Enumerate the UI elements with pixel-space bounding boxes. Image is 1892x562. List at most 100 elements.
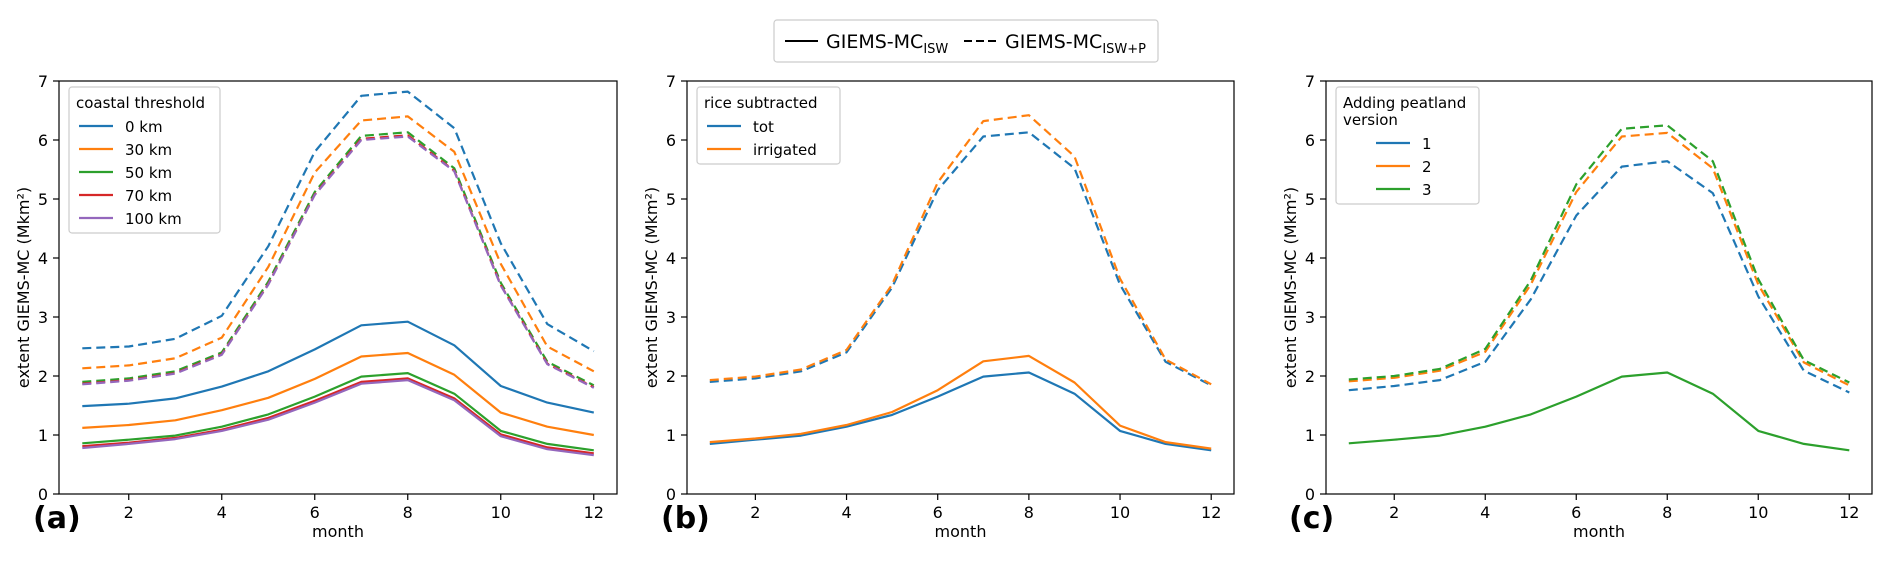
x-tick-label: 4 (217, 503, 227, 522)
y-tick-label: 3 (38, 308, 48, 327)
x-tick-label: 2 (124, 503, 134, 522)
x-tick-label: 2 (1389, 503, 1399, 522)
y-tick-label: 1 (38, 426, 48, 445)
top-legend: GIEMS-MCISW GIEMS-MCISW+P (773, 19, 1159, 63)
legend-entry-label: 1 (1422, 135, 1432, 153)
x-tick-label: 12 (1201, 503, 1221, 522)
legend-title: Adding peatland (1343, 94, 1466, 112)
y-tick-label: 6 (1305, 131, 1315, 150)
series-line-50-km-isw-p (82, 131, 595, 387)
y-axis-label: extent GIEMS-MC (Mkm²) (642, 187, 661, 388)
y-tick-label: 7 (1305, 72, 1315, 91)
x-axis-label: month (1573, 522, 1625, 541)
y-tick-label: 6 (666, 131, 676, 150)
x-tick-label: 6 (310, 503, 320, 522)
series-line-isw (1348, 371, 1850, 452)
y-tick-label: 1 (666, 426, 676, 445)
legend: rice subtracted tot irrigated (696, 86, 841, 165)
x-tick-label: 10 (1110, 503, 1130, 522)
series-line-0-km-isw (82, 320, 595, 414)
y-tick-label: 3 (1305, 308, 1315, 327)
legend-title: version (1343, 111, 1398, 129)
series-line-0-km-isw-p (82, 90, 595, 353)
legend-solid-label: GIEMS-MCISW (826, 31, 948, 57)
y-tick-label: 0 (1305, 485, 1315, 504)
y-tick-label: 0 (38, 485, 48, 504)
legend-solid-subscript: ISW (923, 42, 948, 57)
series-line-tot-isw (709, 371, 1212, 452)
y-tick-label: 4 (38, 249, 48, 268)
y-axis-label: extent GIEMS-MC (Mkm²) (1281, 187, 1300, 388)
panel-label: (c) (1289, 501, 1334, 536)
y-axis-label: extent GIEMS-MC (Mkm²) (14, 187, 33, 388)
y-tick-label: 3 (666, 308, 676, 327)
x-tick-label: 6 (1571, 503, 1581, 522)
legend-entry-label: 0 km (125, 118, 163, 136)
series-line-irrigated-isw (709, 354, 1212, 450)
y-tick-label: 7 (38, 72, 48, 91)
series-line-version-2-isw-p (1348, 131, 1850, 387)
series-line-100-km-isw (82, 379, 594, 457)
x-tick-label: 10 (1748, 503, 1768, 522)
series-line-version-1-isw-p (1348, 160, 1850, 394)
legend-entry-label: 30 km (125, 141, 172, 159)
y-tick-label: 5 (666, 190, 676, 209)
series-line-30-km-isw-p (82, 115, 595, 373)
y-tick-label: 1 (1305, 426, 1315, 445)
panel-label: (b) (661, 501, 710, 536)
y-tick-label: 0 (666, 485, 676, 504)
series-line-50-km-isw (82, 372, 594, 452)
legend-title: coastal threshold (76, 94, 205, 112)
legend-entry-label: 3 (1422, 181, 1432, 199)
y-tick-label: 2 (666, 367, 676, 386)
x-tick-label: 4 (841, 503, 851, 522)
x-tick-label: 6 (933, 503, 943, 522)
legend-dashed-label: GIEMS-MCISW+P (1005, 31, 1146, 57)
series-line-version-3-isw-p (1348, 124, 1850, 384)
legend-frame (68, 86, 221, 234)
legend-entry-label: 100 km (125, 210, 182, 228)
legend-dashed-subscript: ISW+P (1102, 42, 1146, 57)
legend-entry-label: tot (753, 118, 774, 136)
legend-entry-label: 70 km (125, 187, 172, 205)
series-line-100-km-isw-p (82, 135, 595, 389)
y-tick-label: 5 (38, 190, 48, 209)
x-tick-label: 4 (1480, 503, 1490, 522)
x-axis-label: month (935, 522, 987, 541)
series-line-30-km-isw (82, 351, 594, 437)
legend: coastal threshold 0 km 30 km 50 km 70 km 100 … (68, 86, 221, 234)
x-axis-label: month (312, 522, 364, 541)
y-tick-label: 2 (1305, 367, 1315, 386)
series-line-70-km-isw (82, 377, 594, 455)
x-tick-label: 12 (584, 503, 604, 522)
series-line-tot-isw-p (709, 131, 1212, 387)
y-tick-label: 4 (1305, 249, 1315, 268)
x-tick-label: 2 (750, 503, 760, 522)
y-tick-label: 7 (666, 72, 676, 91)
y-tick-label: 2 (38, 367, 48, 386)
y-tick-label: 4 (666, 249, 676, 268)
series-line-irrigated-isw-p (709, 114, 1212, 386)
x-tick-label: 12 (1839, 503, 1859, 522)
y-tick-label: 5 (1305, 190, 1315, 209)
legend-entry-label: 2 (1422, 158, 1432, 176)
x-tick-label: 8 (403, 503, 413, 522)
plot-frame (1325, 80, 1873, 495)
legend-frame (1335, 86, 1480, 205)
legend-title: rice subtracted (704, 94, 818, 112)
panel-label: (a) (33, 501, 81, 536)
legend-frame (696, 86, 841, 165)
plot-frame (686, 80, 1235, 495)
y-tick-label: 6 (38, 131, 48, 150)
x-tick-label: 8 (1024, 503, 1034, 522)
plot-frame (58, 80, 618, 495)
legend-entry-label: 50 km (125, 164, 172, 182)
x-tick-label: 10 (491, 503, 511, 522)
x-tick-label: 8 (1662, 503, 1672, 522)
legend-entry-label: irrigated (753, 141, 817, 159)
